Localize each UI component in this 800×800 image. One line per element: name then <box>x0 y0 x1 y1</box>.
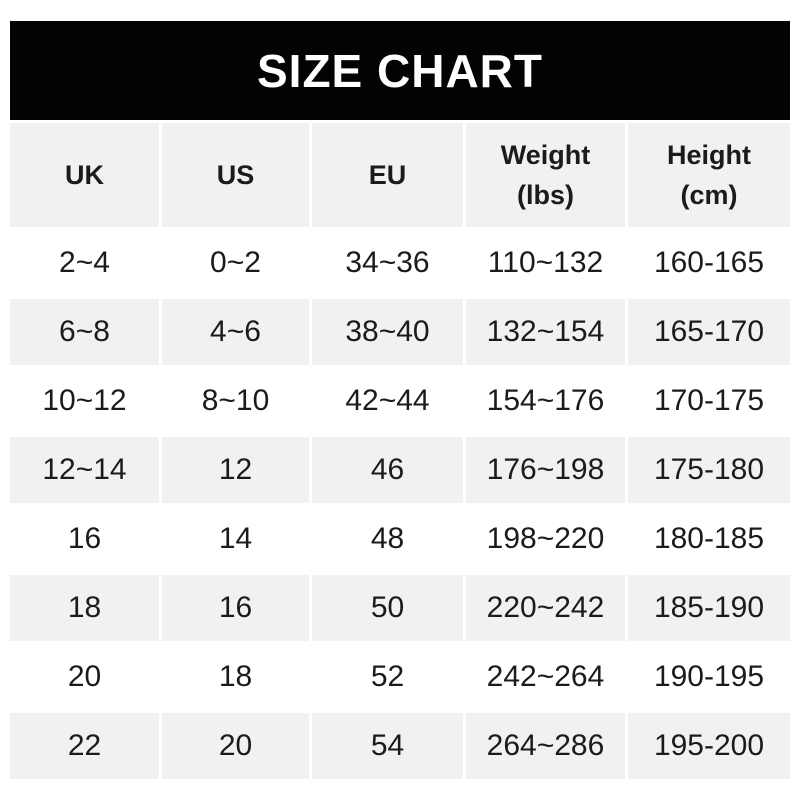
cell-height: 195-200 <box>628 713 790 779</box>
banner-title: SIZE CHART <box>257 44 543 97</box>
cell-uk: 18 <box>10 575 159 641</box>
cell-weight: 220~242 <box>466 575 625 641</box>
cell-uk: 2~4 <box>10 230 159 296</box>
cell-us: 20 <box>162 713 309 779</box>
column-label: EU <box>368 160 407 190</box>
column-header-weight: Weight (lbs) <box>466 123 625 227</box>
cell-uk: 12~14 <box>10 437 159 503</box>
cell-eu: 42~44 <box>312 368 463 434</box>
cell-height: 170-175 <box>628 368 790 434</box>
cell-weight: 242~264 <box>466 644 625 710</box>
cell-us: 4~6 <box>162 299 309 365</box>
cell-us: 16 <box>162 575 309 641</box>
cell-eu: 50 <box>312 575 463 641</box>
cell-weight: 110~132 <box>466 230 625 296</box>
table-row: 2~4 0~2 34~36 110~132 160-165 <box>10 230 790 296</box>
cell-weight: 198~220 <box>466 506 625 572</box>
cell-uk: 20 <box>10 644 159 710</box>
cell-eu: 46 <box>312 437 463 503</box>
size-table: UK US EU Weight (lbs) Height (cm) <box>7 120 793 782</box>
cell-height: 180-185 <box>628 506 790 572</box>
cell-eu: 34~36 <box>312 230 463 296</box>
column-label: US <box>216 160 255 190</box>
table-row: 18 16 50 220~242 185-190 <box>10 575 790 641</box>
cell-eu: 52 <box>312 644 463 710</box>
cell-us: 14 <box>162 506 309 572</box>
cell-eu: 38~40 <box>312 299 463 365</box>
cell-us: 18 <box>162 644 309 710</box>
column-label: Height <box>667 140 751 170</box>
column-sublabel: (lbs) <box>517 180 574 210</box>
header-row: UK US EU Weight (lbs) Height (cm) <box>10 123 790 227</box>
column-header-us: US <box>162 123 309 227</box>
cell-eu: 48 <box>312 506 463 572</box>
table-row: 22 20 54 264~286 195-200 <box>10 713 790 779</box>
column-header-uk: UK <box>10 123 159 227</box>
column-header-eu: EU <box>312 123 463 227</box>
table-row: 10~12 8~10 42~44 154~176 170-175 <box>10 368 790 434</box>
cell-us: 0~2 <box>162 230 309 296</box>
cell-weight: 132~154 <box>466 299 625 365</box>
cell-uk: 16 <box>10 506 159 572</box>
column-sublabel: (cm) <box>680 180 738 210</box>
cell-us: 8~10 <box>162 368 309 434</box>
cell-weight: 176~198 <box>466 437 625 503</box>
column-label: UK <box>65 160 104 190</box>
cell-uk: 6~8 <box>10 299 159 365</box>
cell-weight: 264~286 <box>466 713 625 779</box>
cell-height: 190-195 <box>628 644 790 710</box>
cell-uk: 22 <box>10 713 159 779</box>
column-label: Weight <box>500 140 591 170</box>
table-row: 12~14 12 46 176~198 175-180 <box>10 437 790 503</box>
cell-uk: 10~12 <box>10 368 159 434</box>
cell-us: 12 <box>162 437 309 503</box>
table-row: 20 18 52 242~264 190-195 <box>10 644 790 710</box>
cell-weight: 154~176 <box>466 368 625 434</box>
size-table-body: 2~4 0~2 34~36 110~132 160-165 6~8 4~6 38… <box>10 230 790 779</box>
cell-height: 160-165 <box>628 230 790 296</box>
cell-height: 175-180 <box>628 437 790 503</box>
banner: SIZE CHART <box>10 21 790 120</box>
table-row: 6~8 4~6 38~40 132~154 165-170 <box>10 299 790 365</box>
cell-height: 185-190 <box>628 575 790 641</box>
cell-eu: 54 <box>312 713 463 779</box>
cell-height: 165-170 <box>628 299 790 365</box>
table-row: 16 14 48 198~220 180-185 <box>10 506 790 572</box>
column-header-height: Height (cm) <box>628 123 790 227</box>
